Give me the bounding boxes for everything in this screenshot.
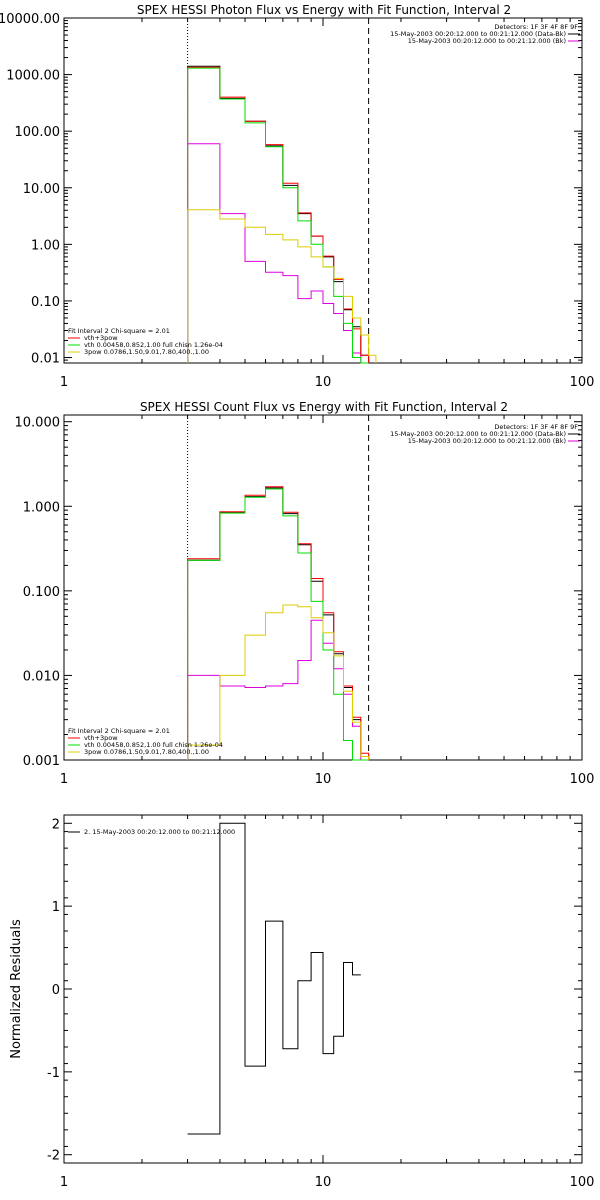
count-legend-title: Fit Interval 2 Chi-square = 2.01 [68,727,170,735]
photon-xtick-label: 1 [60,375,68,390]
count-header-line: 15-May-2003 00:20:12.000 to 00:21:12.000… [408,437,566,445]
count-series-data-bk [187,487,370,760]
residuals-ytick-label: 2 [52,817,60,832]
count-xtick-label: 1 [60,772,68,787]
count-series-group [187,486,370,761]
photon-header-line: 15-May-2003 00:20:12.000 to 00:21:12.000… [408,37,566,45]
count-legend-entry: vth+3pow [84,734,118,742]
photon-ytick-label: 0.01 [31,352,60,367]
residuals-xtick-label: 100 [570,1175,595,1190]
photon-series-vth-3pow [187,66,370,363]
residuals-xtick-label: 10 [315,1175,332,1190]
photon-header-line: 15-May-2003 00:20:12.000 to 00:21:12.000… [390,30,566,38]
photon-chart-title: SPEX HESSI Photon Flux vs Energy with Fi… [137,3,511,17]
residuals-ytick-label: -1 [47,1066,60,1081]
photon-ytick-label: 0.10 [31,295,60,310]
count-xtick-label: 10 [315,772,332,787]
count-series-vth [187,488,369,761]
count-xtick-label: 100 [570,772,595,787]
photon-energy-markers [187,18,370,363]
photon-series-bk [187,143,369,364]
count-ytick-label: 10.000 [15,416,61,431]
photon-tick-marks [63,17,582,364]
count-ytick-label: 0.010 [23,669,60,684]
photon-xtick-label: 100 [570,375,595,390]
photon-xtick-label: 10 [315,375,332,390]
count-detectors-label: Detectors: 1F 3F 4F 8F 9F [494,423,578,431]
count-tick-marks [63,415,582,761]
count-energy-markers [187,415,370,760]
photon-ytick-label: 1.00 [31,238,60,253]
count-ytick-label: 1.000 [23,500,60,515]
photon-series-group [187,65,377,364]
count-legend-entry: 3pow 0.0786,1.50,9.01,7.80,400.,1.00 [84,748,209,756]
count-header-line: 15-May-2003 00:20:12.000 to 00:21:12.000… [390,430,566,438]
residuals-ytick-label: 0 [52,983,60,998]
photon-ytick-label: 10000.00 [0,12,60,27]
count-series-bk [187,619,369,761]
count-flux-chart: SPEX HESSI Count Flux vs Energy with Fit… [15,400,595,787]
photon-plot-frame [63,17,583,364]
photon-series-3pow [187,209,377,363]
photon-series-vth [187,67,369,364]
residuals-ytick-label: 1 [52,900,60,915]
photon-legend-entry: vth 0.00458,0.852,1.00 full chisn 1.26e-… [84,341,223,349]
residuals-tick-marks [63,814,582,1164]
residuals-legend-entry: 2. 15-May-2003 00:20:12.000 to 00:21:12.… [84,828,235,836]
count-series-vth-3pow [187,486,370,760]
residuals-xtick-label: 1 [60,1175,68,1190]
count-chart-title: SPEX HESSI Count Flux vs Energy with Fit… [140,400,508,414]
residuals-series-group [187,822,361,1135]
count-series-3pow [187,604,370,760]
photon-legend-entry: 3pow 0.0786,1.50,9.01,7.80,400.,1.00 [84,348,209,356]
photon-detectors-label: Detectors: 1F 3F 4F 8F 9F [494,23,578,31]
photon-ytick-label: 1000.00 [6,69,60,84]
photon-legend-title: Fit Interval 2 Chi-square = 2.01 [68,327,170,335]
photon-ytick-label: 10.00 [23,182,60,197]
photon-ytick-label: 100.00 [15,125,61,140]
residuals-series-residuals [187,822,361,1135]
count-ytick-label: 0.100 [23,585,60,600]
photon-flux-chart: SPEX HESSI Photon Flux vs Energy with Fi… [0,3,594,390]
count-ytick-label: 0.001 [23,754,60,769]
photon-legend-entry: vth+3pow [84,334,118,342]
count-legend-entry: vth 0.00458,0.852,1.00 full chisn 1.26e-… [84,741,223,749]
residuals-ytick-label: -2 [47,1149,60,1164]
residuals-y-axis-label: Normalized Residuals [9,919,24,1059]
residuals-chart: 1 10 100 -2 -1 0 1 2 Normalized Residual… [9,814,595,1190]
photon-series-data-bk [187,65,370,363]
